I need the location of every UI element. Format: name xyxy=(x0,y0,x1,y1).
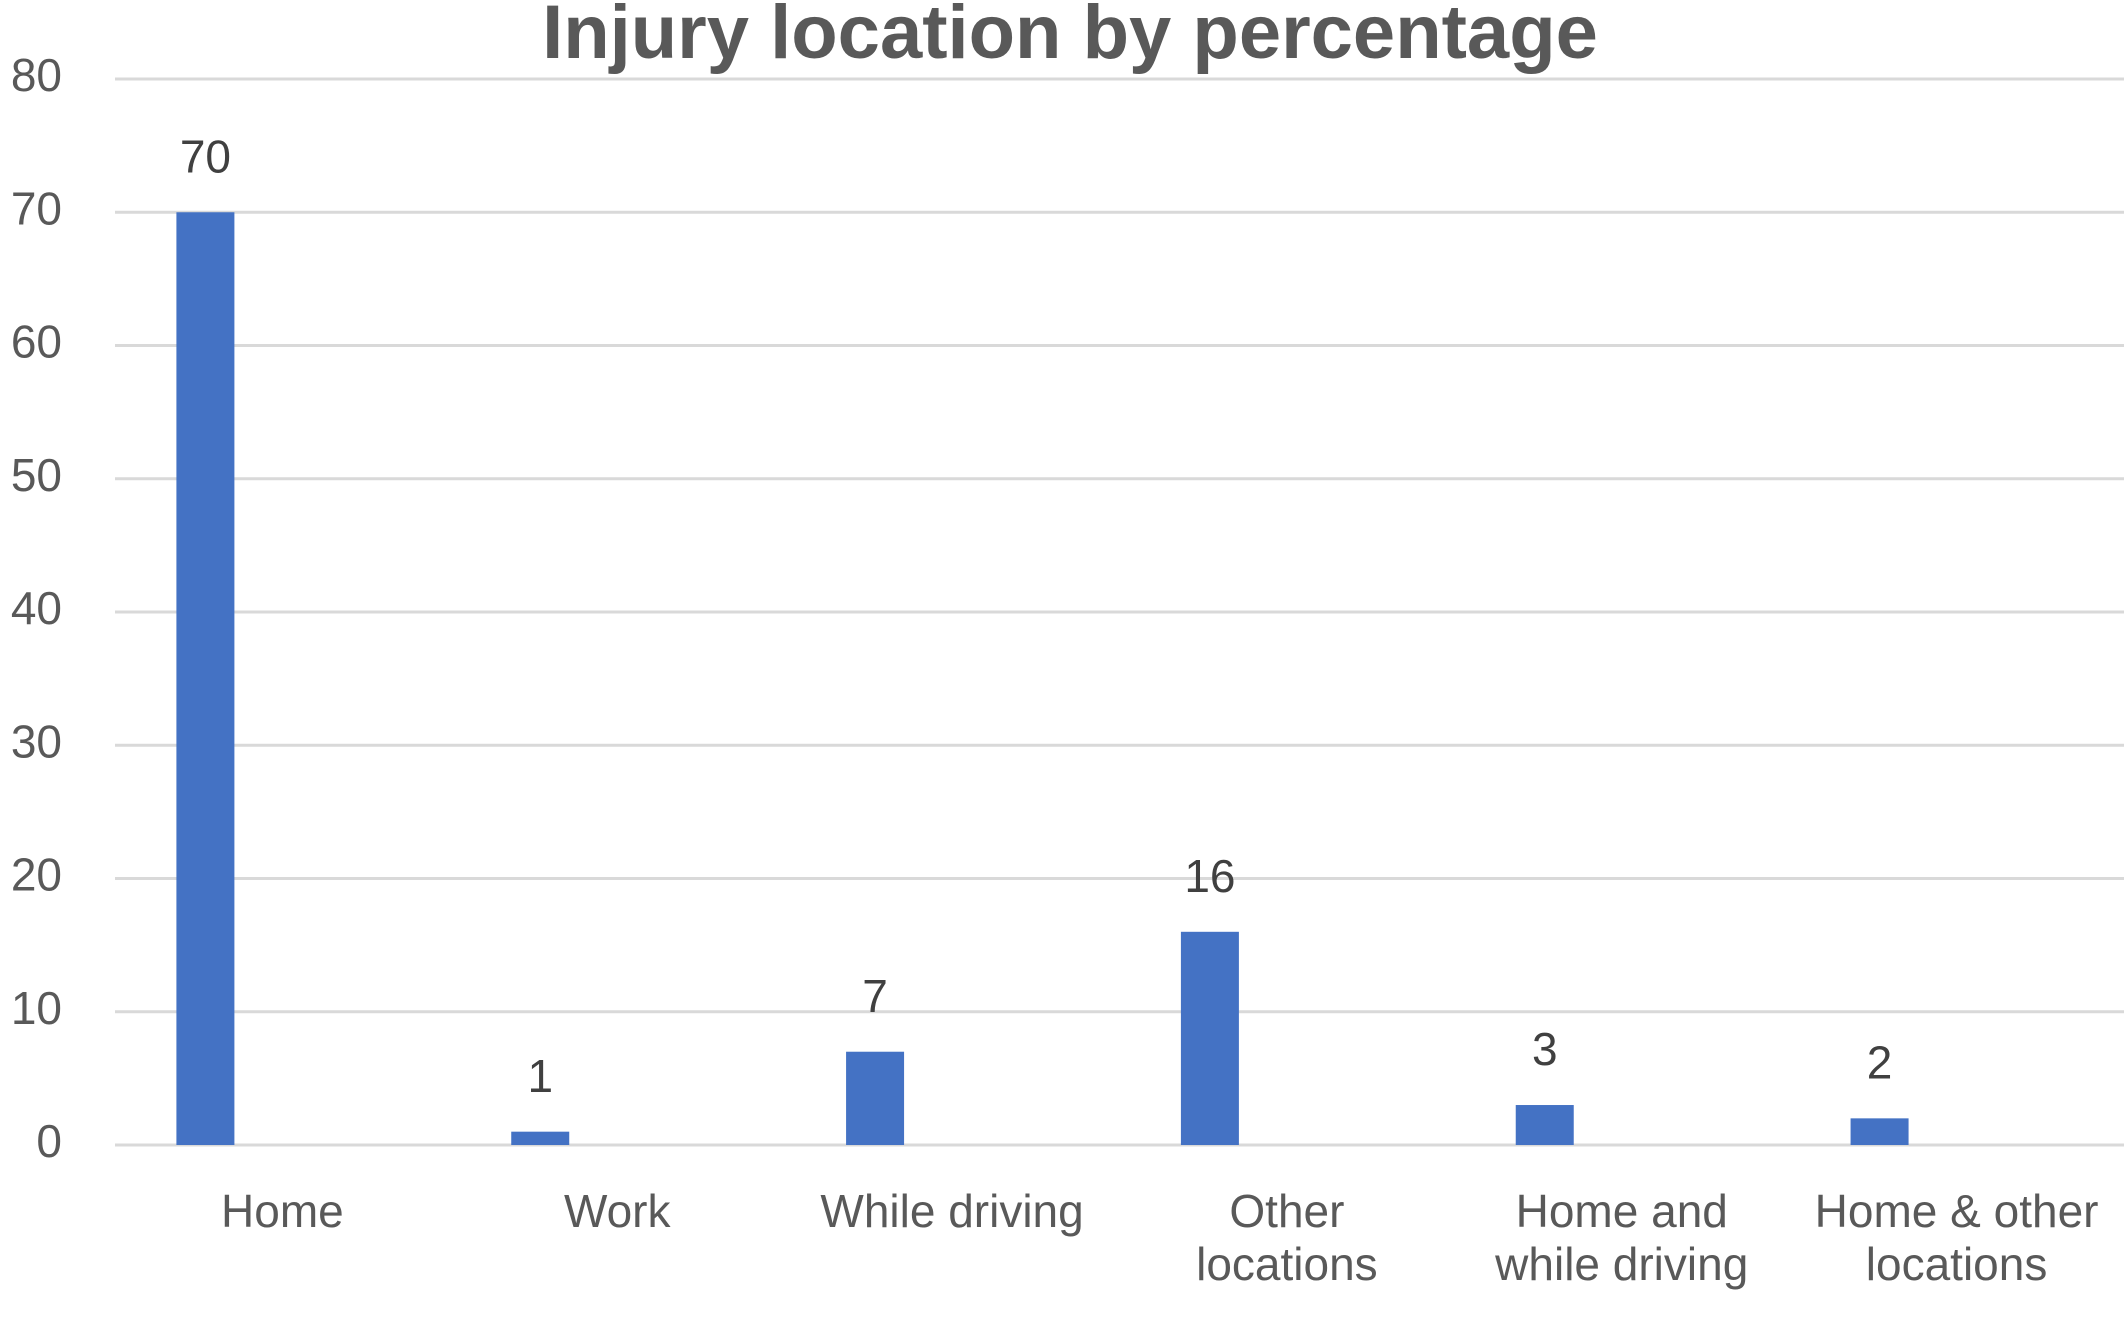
x-tick-label: Home and while driving xyxy=(1495,1185,1749,1290)
y-tick-label: 40 xyxy=(11,582,62,634)
y-tick-label: 50 xyxy=(11,449,62,501)
bar xyxy=(1180,931,1239,1145)
value-label: 7 xyxy=(862,970,888,1022)
x-tick-label-box: Home & other locations xyxy=(1814,1185,2099,1290)
value-label: 70 xyxy=(180,130,231,182)
bar xyxy=(511,1131,570,1145)
x-tick-label: Other locations xyxy=(1196,1185,1378,1290)
y-tick-label: 30 xyxy=(11,715,62,767)
x-tick-label-box: Work xyxy=(563,1185,671,1237)
y-tick-label: 70 xyxy=(11,182,62,234)
x-tick-label-box: While driving xyxy=(820,1185,1084,1237)
y-tick-label: 10 xyxy=(11,982,62,1034)
bar xyxy=(1850,1118,1909,1145)
x-tick-label: Work xyxy=(563,1185,671,1237)
value-label: 1 xyxy=(527,1050,553,1102)
chart-title: Injury location by percentage xyxy=(542,0,1598,75)
bar xyxy=(846,1051,905,1145)
y-tick-label: 0 xyxy=(36,1115,62,1167)
x-tick-label: Home xyxy=(221,1185,344,1237)
bar xyxy=(1515,1105,1574,1145)
x-tick-label-box: Home xyxy=(221,1185,344,1237)
value-label: 3 xyxy=(1532,1023,1558,1075)
x-tick-label: Home & other locations xyxy=(1814,1185,2099,1290)
y-tick-label: 20 xyxy=(11,849,62,901)
bar xyxy=(176,212,235,1145)
x-tick-label: While driving xyxy=(820,1185,1084,1237)
y-tick-label: 80 xyxy=(11,49,62,101)
value-label: 16 xyxy=(1184,850,1235,902)
x-tick-label-box: Other locations xyxy=(1196,1185,1378,1290)
x-tick-label-box: Home and while driving xyxy=(1495,1185,1749,1290)
y-tick-label: 60 xyxy=(11,316,62,368)
value-label: 2 xyxy=(1867,1037,1893,1089)
